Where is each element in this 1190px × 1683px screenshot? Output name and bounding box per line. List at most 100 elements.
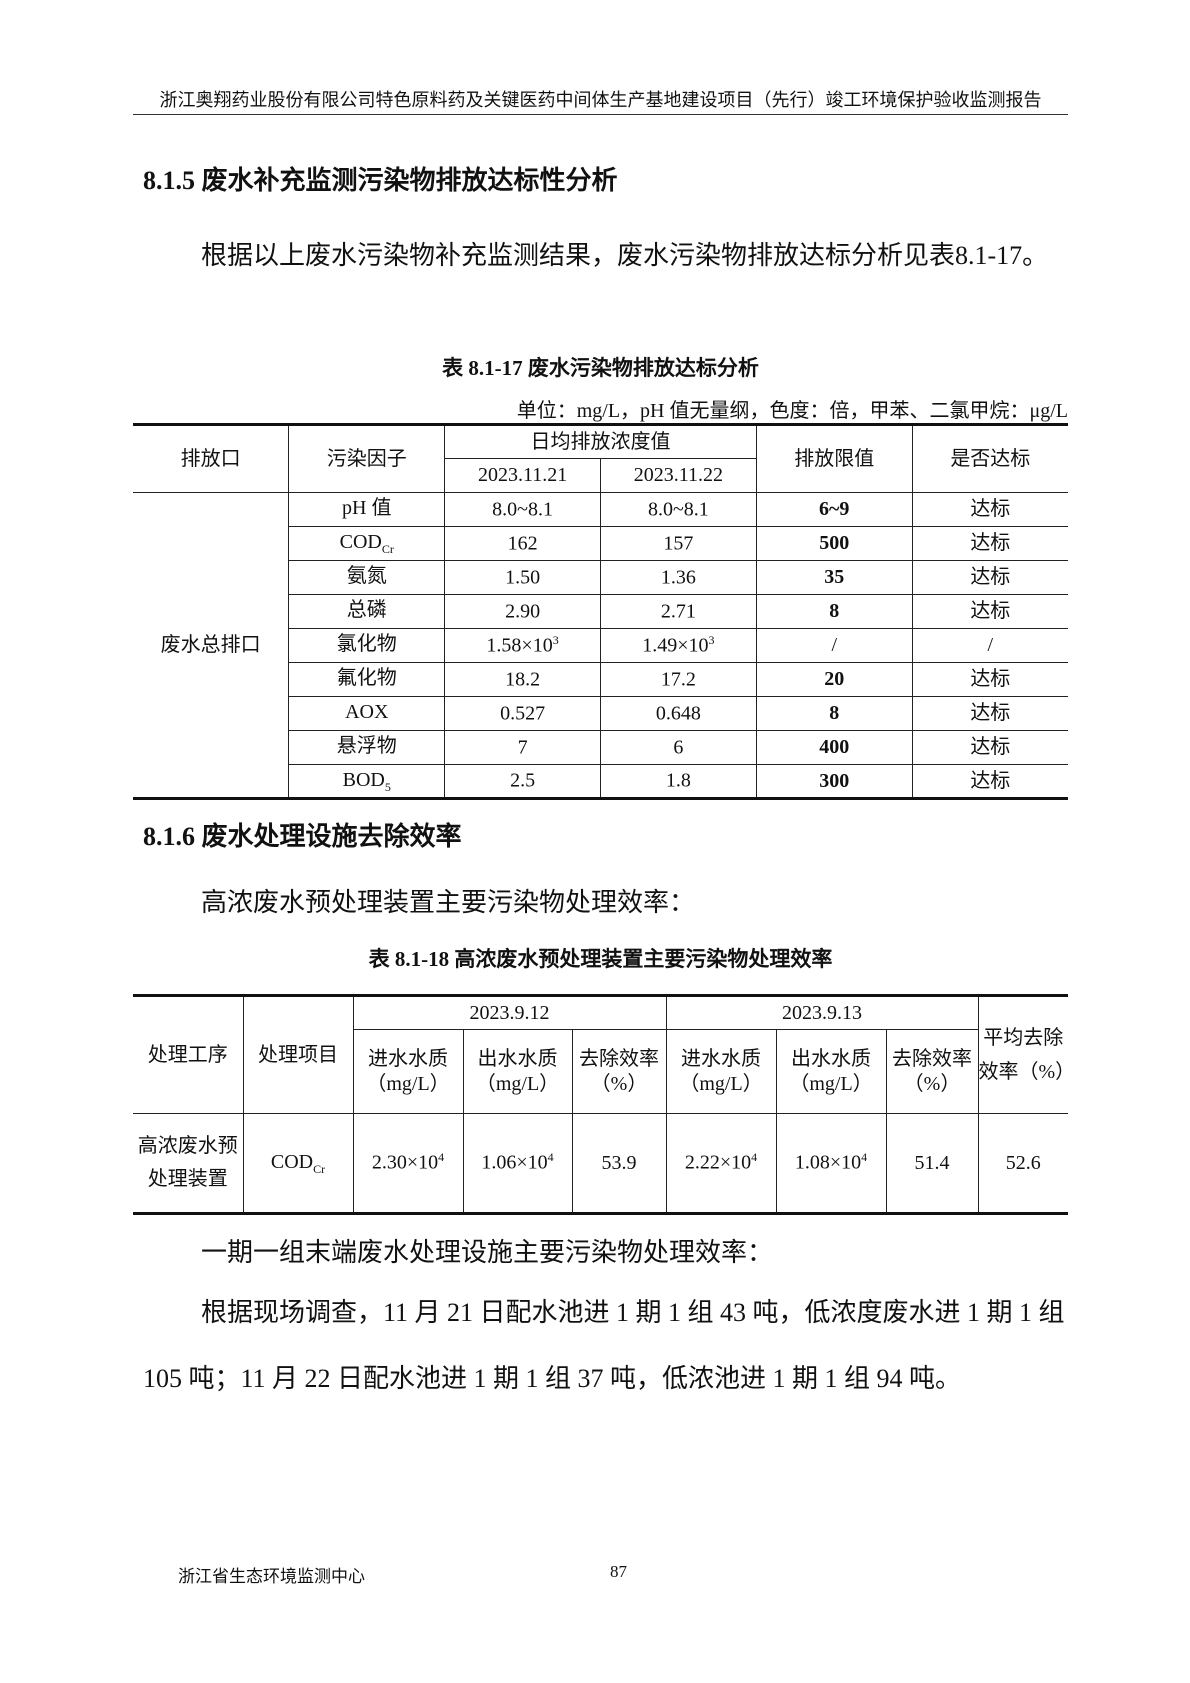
cell: 氯化物 [288, 628, 446, 663]
cell-limit: 400 [755, 730, 913, 765]
superscript: 4 [438, 1150, 445, 1165]
table-row: AOX 0.527 0.648 8 达标 [133, 696, 1068, 731]
cell-text: 2.71 [660, 600, 696, 623]
cell: 悬浮物 [288, 730, 446, 765]
cell-limit: 35 [755, 560, 913, 595]
cell-limit: 6~9 [755, 492, 913, 527]
cell: 氟化物 [288, 662, 446, 697]
table-unit-note: 单位：mg/L，pH 值无量纲，色度：倍，甲苯、二氯甲烷：μg/L [516, 400, 1068, 422]
col-header: 平均去除效率（%） [977, 995, 1075, 1114]
cell-text: 162 [507, 532, 538, 555]
cell-limit: / [755, 628, 913, 663]
subscript: 5 [384, 779, 391, 794]
cell-text: 0.648 [655, 702, 701, 725]
cell-compliance: 达标 [911, 594, 1068, 629]
discharge-compliance-table: 排放口 污染因子 日均排放浓度值 排放限值 是否达标 2023.11.21 2023.11… [133, 423, 1068, 800]
cell: 1.36 [599, 560, 757, 595]
header-rule [133, 114, 1068, 115]
cell-limit: 8 [755, 594, 913, 629]
table-row: 氟化物 18.2 17.2 20 达标 [133, 662, 1068, 697]
cell-text: 氨氮 [346, 565, 387, 587]
cell-text: 悬浮物 [336, 735, 397, 757]
col-header: 2023.9.12 [352, 995, 667, 1030]
cell-compliance: / [911, 628, 1068, 663]
cell: 8.0~8.1 [599, 492, 757, 527]
cell: 51.4 [885, 1113, 979, 1214]
cell-text: 1.36 [660, 566, 696, 589]
cell: BOD5 [288, 764, 446, 799]
cell: 2.30×104 [352, 1113, 464, 1214]
cell: 157 [599, 526, 757, 561]
cell: 52.6 [977, 1113, 1068, 1214]
table-row: 废水总排口 pH 值 8.0~8.1 8.0~8.1 6~9 达标 [133, 492, 1068, 799]
cell-text: 157 [663, 532, 694, 555]
cell-text: 2.22×10 [684, 1151, 752, 1174]
table-row: 悬浮物 7 6 400 达标 [133, 730, 1068, 765]
col-header: 出水水质（mg/L） [775, 1029, 887, 1114]
table-row: CODCr 162 157 500 达标 [133, 526, 1068, 561]
cell-text: 2.30×10 [371, 1151, 439, 1174]
cell-text: AOX [345, 701, 389, 723]
cell-text: 18.2 [505, 668, 541, 691]
cell-limit: 8 [755, 696, 913, 731]
table-row: 氨氮 1.50 1.36 35 达标 [133, 560, 1068, 595]
superscript: 3 [552, 632, 559, 647]
cell: 8.0~8.1 [444, 492, 601, 527]
col-header: 进水水质（mg/L） [353, 1029, 464, 1114]
col-header: 2023.11.22 [599, 458, 757, 493]
cell: 总磷 [288, 594, 446, 629]
cell-compliance: 达标 [911, 764, 1068, 799]
col-header: 去除效率（%） [571, 1029, 667, 1114]
cell: 2.71 [599, 594, 757, 629]
cell-text: 2.5 [510, 769, 536, 792]
paragraph: 高浓废水预处理装置主要污染物处理效率： [201, 888, 696, 917]
cell: 高浓废水预处理装置 [133, 1113, 244, 1214]
removal-efficiency-table: 处理工序 处理项目 2023.9.12 2023.9.13 平均去除效率（%） 进水水质… [133, 994, 1075, 1215]
cell-compliance: 达标 [911, 662, 1068, 697]
cell: 2.22×104 [665, 1113, 777, 1214]
cell-text: 2.90 [505, 600, 541, 623]
cell: 6 [599, 730, 757, 765]
subscript: Cr [313, 1161, 326, 1176]
cell: 1.50 [444, 560, 601, 595]
cell-limit: 300 [755, 764, 913, 799]
cell: 1.06×104 [462, 1113, 573, 1214]
cell: CODCr [242, 1113, 354, 1214]
cell: 1.49×103 [599, 628, 757, 663]
cell: 氨氮 [288, 560, 446, 595]
cell-compliance: 达标 [911, 730, 1068, 765]
cell-text: 1.08×10 [794, 1151, 862, 1174]
cell-text: 1.06×10 [481, 1151, 548, 1174]
col-header: 是否达标 [911, 424, 1068, 493]
cell: 0.648 [599, 696, 757, 731]
table-caption: 表 8.1-18 高浓废水预处理装置主要污染物处理效率 [368, 947, 833, 971]
cell: 53.9 [571, 1113, 667, 1214]
footer-org: 浙江省生态环境监测中心 [178, 1567, 365, 1586]
table-caption: 表 8.1-17 废水污染物排放达标分析 [442, 356, 759, 380]
cell: 1.8 [599, 764, 757, 799]
cell: 162 [444, 526, 601, 561]
superscript: 3 [708, 632, 715, 647]
paragraph: 根据现场调查，11 月 21 日配水池进 1 期 1 组 43 吨，低浓度废水进… [143, 1298, 1065, 1393]
cell-limit: 500 [755, 526, 913, 561]
table-row: 总磷 2.90 2.71 8 达标 [133, 594, 1068, 629]
cell: 7 [444, 730, 601, 765]
cell-text: 1.49×10 [642, 634, 709, 657]
paragraph: 根据以上废水污染物补充监测结果，废水污染物排放达标分析见表8.1-17。 [201, 241, 1049, 270]
table-row: BOD5 2.5 1.8 300 达标 [133, 764, 1068, 799]
cell-text: 0.527 [500, 702, 546, 725]
cell-text: 7 [517, 736, 528, 759]
col-header: 排放限值 [755, 424, 913, 493]
col-header: 进水水质（mg/L） [665, 1029, 777, 1114]
col-header: 日均排放浓度值 [444, 424, 757, 459]
cell-text: 1.8 [665, 769, 691, 792]
cell-text: 8.0~8.1 [492, 498, 553, 521]
cell-compliance: 达标 [911, 560, 1068, 595]
subscript: Cr [381, 542, 394, 556]
section-heading-8-1-5: 8.1.5 废水补充监测污染物排放达标性分析 [143, 166, 618, 195]
cell-compliance: 达标 [911, 696, 1068, 731]
superscript: 4 [547, 1150, 554, 1165]
paragraph: 一期一组末端废水处理设施主要污染物处理效率： [201, 1238, 774, 1267]
col-header: 处理工序 [133, 995, 244, 1114]
cell-text: 氯化物 [336, 633, 397, 655]
